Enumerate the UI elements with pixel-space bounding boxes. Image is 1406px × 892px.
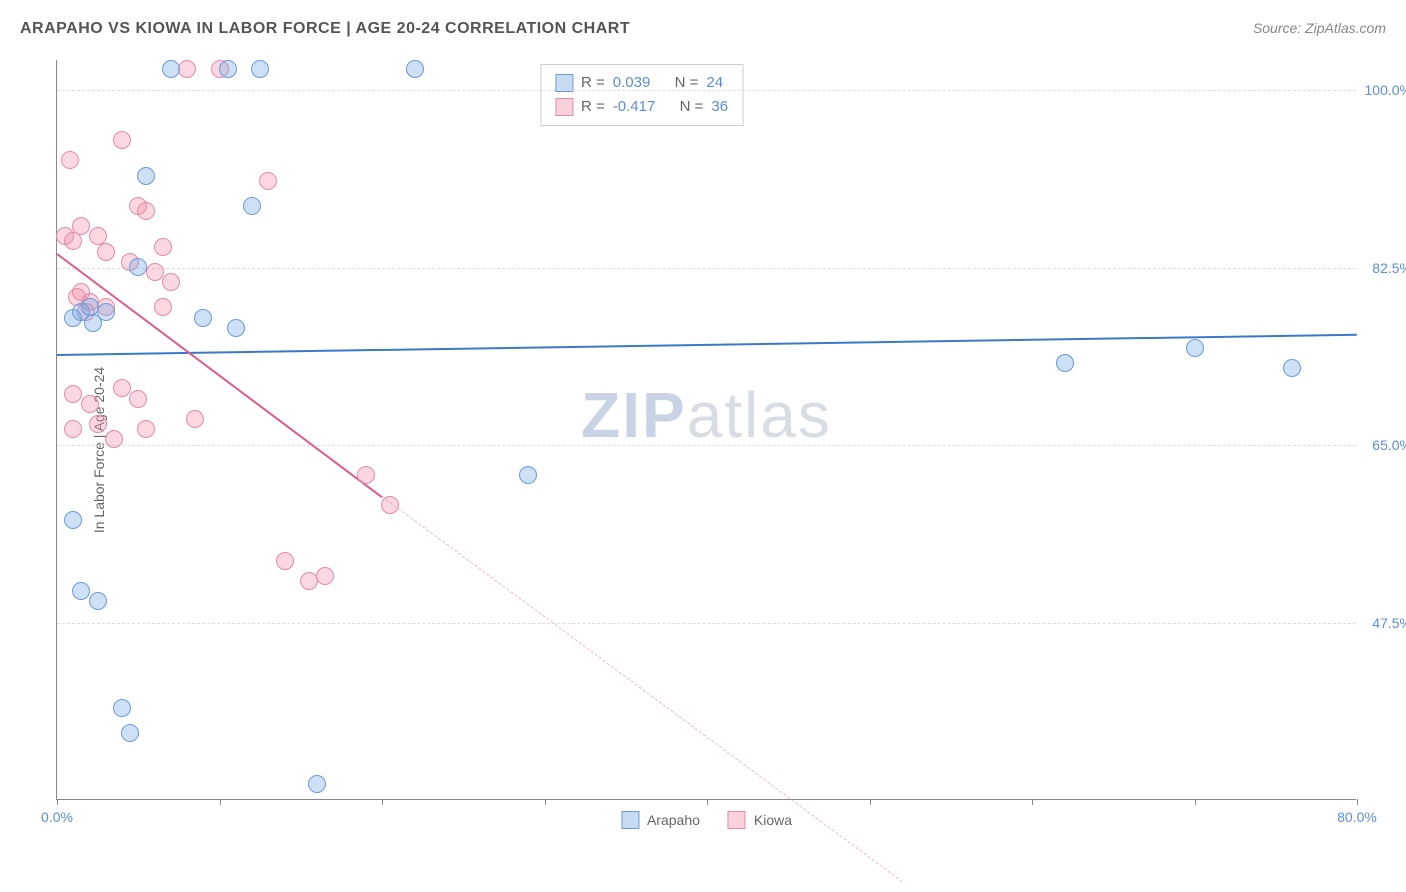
data-point-arapaho — [219, 60, 237, 78]
legend-item-arapaho: Arapaho — [621, 811, 700, 829]
data-point-kiowa — [276, 552, 294, 570]
n-value-kiowa: 36 — [711, 95, 728, 119]
legend-label-arapaho: Arapaho — [647, 812, 700, 828]
data-point-kiowa — [72, 217, 90, 235]
x-tick — [220, 799, 221, 805]
n-label: N = — [680, 95, 704, 119]
data-point-kiowa — [146, 263, 164, 281]
data-point-arapaho — [121, 724, 139, 742]
swatch-kiowa — [555, 98, 573, 116]
data-point-arapaho — [97, 303, 115, 321]
gridline — [57, 623, 1356, 624]
x-tick — [870, 799, 871, 805]
trend-line — [56, 253, 382, 498]
data-point-arapaho — [89, 592, 107, 610]
data-point-arapaho — [137, 167, 155, 185]
x-tick — [57, 799, 58, 805]
y-tick-label: 82.5% — [1372, 260, 1406, 276]
x-tick-label: 0.0% — [41, 809, 73, 825]
data-point-arapaho — [308, 775, 326, 793]
x-tick-label: 80.0% — [1337, 809, 1377, 825]
data-point-kiowa — [316, 567, 334, 585]
data-point-kiowa — [259, 172, 277, 190]
y-tick-label: 100.0% — [1365, 82, 1406, 98]
plot-region: ZIPatlas R = 0.039 N = 24 R = -0.417 N =… — [56, 60, 1356, 800]
data-point-kiowa — [137, 202, 155, 220]
data-point-arapaho — [227, 319, 245, 337]
data-point-kiowa — [154, 238, 172, 256]
watermark-part-1: ZIP — [581, 379, 687, 451]
swatch-arapaho — [555, 74, 573, 92]
data-point-kiowa — [381, 496, 399, 514]
legend-label-kiowa: Kiowa — [754, 812, 792, 828]
chart-header: ARAPAHO VS KIOWA IN LABOR FORCE | AGE 20… — [20, 20, 1386, 38]
chart-title: ARAPAHO VS KIOWA IN LABOR FORCE | AGE 20… — [20, 20, 630, 38]
x-tick — [707, 799, 708, 805]
data-point-kiowa — [113, 379, 131, 397]
data-point-kiowa — [89, 415, 107, 433]
data-point-kiowa — [162, 273, 180, 291]
gridline — [57, 90, 1356, 91]
x-tick — [382, 799, 383, 805]
data-point-arapaho — [519, 466, 537, 484]
r-label: R = — [581, 95, 605, 119]
data-point-arapaho — [406, 60, 424, 78]
data-point-arapaho — [1283, 359, 1301, 377]
data-point-kiowa — [357, 466, 375, 484]
chart-source: Source: ZipAtlas.com — [1253, 20, 1386, 36]
data-point-arapaho — [72, 582, 90, 600]
x-tick — [1195, 799, 1196, 805]
data-point-kiowa — [154, 298, 172, 316]
x-tick — [545, 799, 546, 805]
watermark: ZIPatlas — [581, 378, 832, 452]
legend-row-kiowa: R = -0.417 N = 36 — [555, 95, 728, 119]
data-point-kiowa — [105, 430, 123, 448]
data-point-kiowa — [64, 420, 82, 438]
data-point-arapaho — [113, 699, 131, 717]
trend-line — [57, 334, 1357, 356]
swatch-kiowa — [728, 811, 746, 829]
x-tick — [1032, 799, 1033, 805]
legend-item-kiowa: Kiowa — [728, 811, 792, 829]
data-point-arapaho — [1186, 339, 1204, 357]
r-value-kiowa: -0.417 — [613, 95, 656, 119]
chart-area: In Labor Force | Age 20-24 ZIPatlas R = … — [46, 60, 1386, 840]
data-point-kiowa — [61, 151, 79, 169]
y-tick-label: 47.5% — [1372, 615, 1406, 631]
data-point-arapaho — [194, 309, 212, 327]
data-point-kiowa — [97, 243, 115, 261]
data-point-kiowa — [137, 420, 155, 438]
gridline — [57, 445, 1356, 446]
data-point-kiowa — [113, 131, 131, 149]
data-point-arapaho — [251, 60, 269, 78]
data-point-arapaho — [162, 60, 180, 78]
data-point-arapaho — [1056, 354, 1074, 372]
data-point-kiowa — [81, 395, 99, 413]
data-point-kiowa — [178, 60, 196, 78]
gridline — [57, 268, 1356, 269]
data-point-kiowa — [64, 385, 82, 403]
y-tick-label: 65.0% — [1372, 437, 1406, 453]
data-point-kiowa — [129, 390, 147, 408]
data-point-arapaho — [129, 258, 147, 276]
series-legend: Arapaho Kiowa — [621, 811, 792, 829]
watermark-part-2: atlas — [687, 379, 832, 451]
x-tick — [1357, 799, 1358, 805]
data-point-arapaho — [64, 511, 82, 529]
correlation-legend: R = 0.039 N = 24 R = -0.417 N = 36 — [540, 64, 743, 126]
data-point-arapaho — [243, 197, 261, 215]
data-point-kiowa — [186, 410, 204, 428]
swatch-arapaho — [621, 811, 639, 829]
